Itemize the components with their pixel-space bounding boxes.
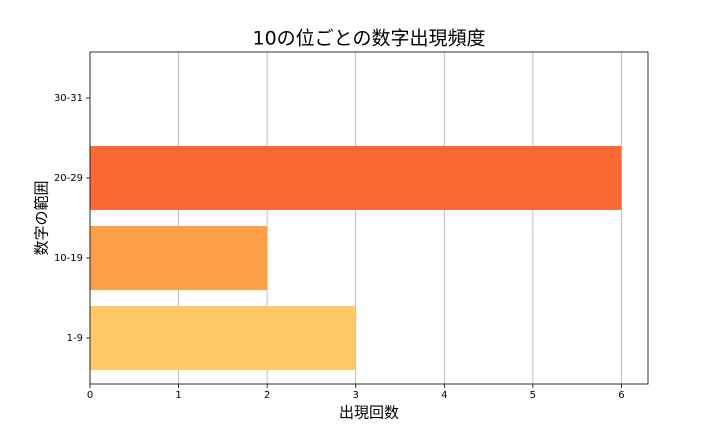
bar [90,226,268,290]
x-tick-label: 5 [530,390,536,401]
x-tick-label: 2 [264,390,270,401]
y-axis-label: 数字の範囲 [33,180,51,255]
x-tick-label: 1 [175,390,181,401]
bar [90,306,356,370]
y-tick-label: 20-29 [54,173,83,184]
x-tick-label: 6 [618,390,624,401]
x-axis-label: 出現回数 [339,404,399,422]
y-tick-label: 30-31 [54,93,83,104]
chart-title: 10の位ごとの数字出現頻度 [253,28,486,50]
x-tick-label: 3 [353,390,359,401]
bar [90,146,622,210]
plot-frame [89,51,649,385]
x-tick-label: 0 [87,390,93,401]
x-tick-label: 4 [441,390,447,401]
y-tick-label: 1-9 [67,333,83,344]
y-tick-label: 10-19 [54,253,83,264]
